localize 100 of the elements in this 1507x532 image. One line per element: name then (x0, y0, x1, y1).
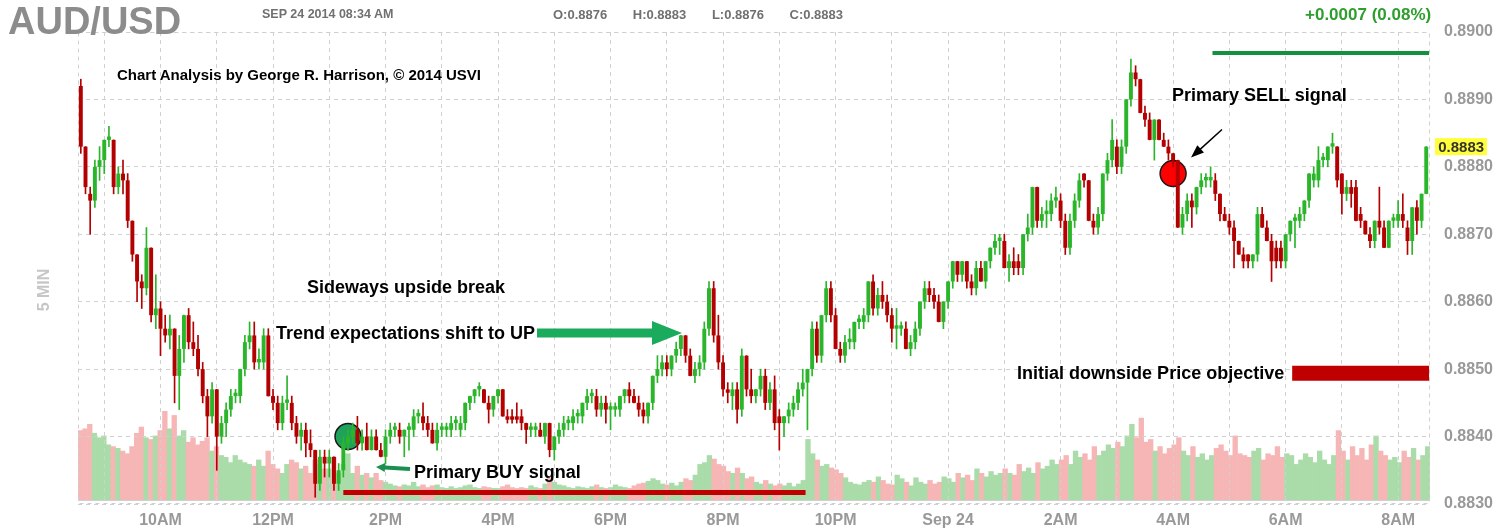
x-tick-label: 4PM (481, 511, 515, 529)
bar (1218, 444, 1224, 500)
y-tick-label: 0.8840 (1444, 426, 1494, 444)
bar (1110, 448, 1116, 500)
annotation: Trend expectations shift to UP (275, 322, 535, 343)
bar (1157, 446, 1163, 500)
x-tick-label: Sep 24 (922, 511, 974, 529)
y-tick-label: 0.8860 (1444, 292, 1494, 310)
bar (241, 462, 248, 500)
bar (96, 437, 102, 500)
annotation: Primary BUY signal (414, 461, 581, 482)
candlestick (514, 402, 519, 424)
x-tick-label: 10AM (139, 511, 182, 529)
bar (251, 465, 257, 500)
series-label: Initial downside Price objective (1017, 362, 1285, 383)
x-tick-label: 12PM (252, 511, 294, 529)
text: +0.0007 (0.08%) (1305, 5, 1432, 24)
bar (1255, 448, 1262, 500)
bar (303, 465, 309, 500)
candlestick (1011, 247, 1016, 276)
bar (1349, 446, 1356, 500)
x-tick-label: 6PM (594, 511, 627, 529)
bar (1007, 472, 1013, 500)
bar (927, 480, 933, 500)
bar (345, 453, 351, 500)
bar (1082, 453, 1088, 500)
bar (1345, 459, 1351, 500)
bar (265, 450, 271, 500)
bar (856, 484, 863, 500)
candlestick (477, 382, 482, 397)
bar (917, 481, 924, 500)
candlestick (88, 186, 93, 235)
bar (805, 439, 811, 500)
bar (1265, 453, 1271, 500)
x-tick-label: 2AM (1043, 511, 1078, 529)
bar (256, 459, 262, 500)
bar (1251, 450, 1257, 500)
bar (143, 437, 149, 500)
bar (974, 468, 980, 500)
candlestick (153, 274, 158, 330)
x-tick-label: 8AM (1381, 511, 1416, 529)
bar (852, 483, 858, 500)
bar (119, 450, 126, 500)
bar (1096, 455, 1102, 500)
y-tick-label: 0.8830 (1444, 494, 1494, 512)
candlestick (589, 389, 594, 404)
bar (209, 450, 215, 500)
x-tick-label: 8PM (706, 511, 740, 529)
x-tick-label: 4AM (1156, 511, 1190, 529)
bar (1410, 448, 1417, 500)
bar (1190, 446, 1196, 500)
bar (941, 476, 947, 500)
annotation: Sideways upside break (307, 277, 506, 297)
candlestick (285, 375, 290, 410)
bar (1049, 459, 1055, 500)
bar (913, 477, 919, 500)
bar (284, 464, 290, 500)
chart-title: AUD/USD (8, 0, 182, 42)
bar (82, 428, 88, 500)
bar (819, 465, 825, 500)
bar (960, 477, 966, 500)
bar (274, 468, 281, 500)
bar (288, 459, 295, 500)
bar (871, 481, 877, 500)
bar (1035, 462, 1041, 500)
bar (1424, 446, 1430, 500)
bar (1378, 450, 1384, 500)
bar (1387, 459, 1393, 500)
candlestick (749, 368, 754, 404)
annotation: Primary SELL signal (1172, 84, 1347, 105)
bar (1072, 450, 1079, 500)
x-tick-label: 2PM (369, 511, 402, 529)
bar (903, 481, 910, 500)
candlestick (725, 382, 730, 404)
candlestick (139, 274, 144, 309)
bar (866, 480, 872, 500)
bar (988, 471, 994, 500)
text: O:0.8876 H:0.8883 L:0.8876 C:0.8883 (553, 7, 844, 22)
bar (964, 474, 971, 500)
candlestick (1053, 186, 1058, 208)
candlestick (106, 126, 111, 147)
annotation: 0.8883 (1435, 137, 1488, 156)
bar (298, 468, 304, 500)
bar (204, 437, 210, 500)
bar (1373, 435, 1379, 500)
bar (1025, 467, 1032, 500)
y-tick-label: 0.8880 (1444, 157, 1494, 175)
candlestick (453, 416, 458, 431)
bar (180, 430, 187, 500)
bar (148, 439, 154, 500)
bar (1302, 453, 1309, 500)
y-tick-label: 0.8890 (1444, 89, 1494, 107)
y-tick-label: 0.8870 (1444, 224, 1494, 242)
bar (950, 481, 957, 500)
candlestick (402, 429, 407, 458)
y-tick-label: 0.8850 (1444, 359, 1494, 377)
candlestick (1400, 193, 1405, 228)
annotation: Chart Analysis by George R. Harrison, © 2014 USVI (117, 66, 481, 83)
bar (1040, 468, 1046, 500)
bar (115, 448, 121, 500)
